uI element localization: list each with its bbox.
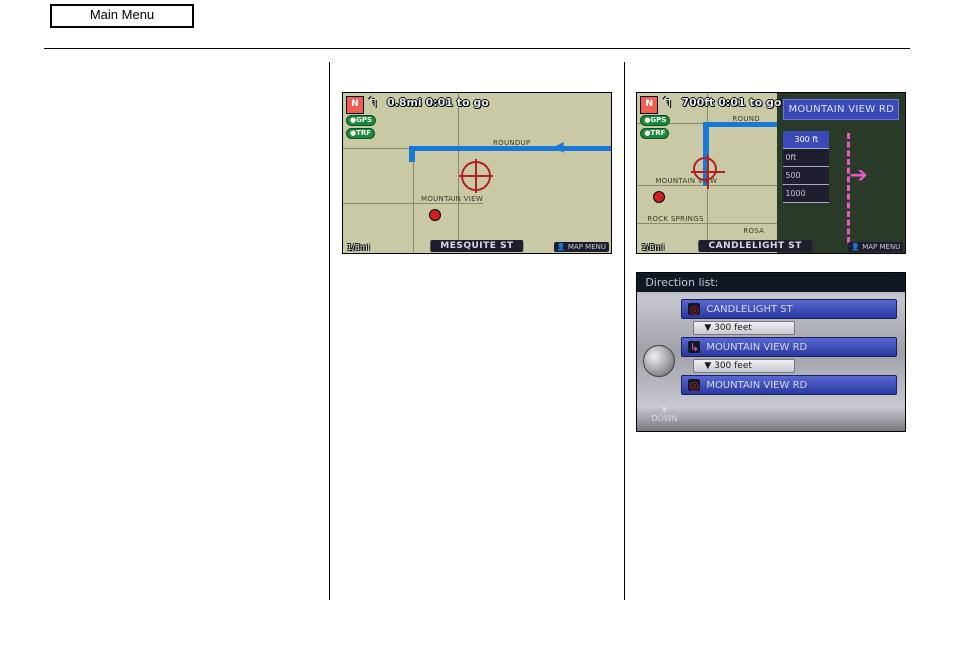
maneuver-arrow-icon: ↰ [661,95,677,111]
gps-badge: ●GPS [346,115,376,126]
column-2: ◀ ROUNDUP MOUNTAIN VIEW N ↰ 0.8mi 0:01 t… [338,62,615,600]
map-screenshot-left: ◀ ROUNDUP MOUNTAIN VIEW N ↰ 0.8mi 0:01 t… [342,92,612,254]
scale-badge: 1/8mi [343,242,374,253]
map-menu-label: MAP MENU [568,243,606,251]
trf-badge: ●TRF [640,128,669,139]
maneuver-arrow-icon: ↰ [367,95,383,111]
guidance-route-line [847,133,858,243]
guidance-next-street: MOUNTAIN VIEW RD [783,99,899,120]
map-label: ROUNDUP [493,139,531,147]
map-menu-label: MAP MENU [862,243,900,251]
guidance-panel: MOUNTAIN VIEW RD 300 ft 0ft 500 1000 ➔ [777,93,905,253]
direction-list: ◎ CANDLELIGHT ST ▼ 300 feet ↳ MOUNTAIN V… [681,299,897,395]
direction-list-item[interactable]: ◎ MOUNTAIN VIEW RD [681,375,897,395]
direction-label: MOUNTAIN VIEW RD [706,380,807,391]
guidance-turn-arrow-icon: ➔ [849,163,867,188]
route-arrow-icon: ◀ [553,139,564,155]
map-menu-button[interactable]: 👤 MAP MENU [554,242,609,252]
turn-right-icon: ↳ [688,341,700,353]
direction-distance: ▼ 300 feet [693,359,795,373]
scroll-knob[interactable] [643,345,675,377]
map-label: MOUNTAIN VIEW [421,195,483,203]
destination-icon [429,209,441,221]
direction-distance: ▼ 300 feet [693,321,795,335]
trf-badge: ●TRF [346,128,375,139]
column-1 [44,62,321,600]
guidance-scale-tick: 300 ft [783,131,829,149]
map-label: ROUND [732,115,760,123]
guidance-scale: 300 ft 0ft 500 1000 [783,131,829,203]
direction-list-panel: Direction list: ▼ DOWN ◎ CANDLELIGHT ST … [636,272,906,432]
header-divider [44,48,910,49]
destination-icon [653,191,665,203]
street-name-pill: CANDLELIGHT ST [699,240,812,252]
map-label: ROSA [743,227,764,235]
scroll-down-button[interactable]: ▼ DOWN [651,405,677,423]
column-divider [624,62,625,600]
direction-label: MOUNTAIN VIEW RD [706,342,807,353]
target-icon: ◎ [688,379,700,391]
gps-badge: ●GPS [640,115,670,126]
direction-list-item[interactable]: ◎ CANDLELIGHT ST [681,299,897,319]
direction-list-item[interactable]: ↳ MOUNTAIN VIEW RD [681,337,897,357]
compass-icon: N [346,96,364,114]
vehicle-cursor-icon [461,161,491,191]
distance-readout: 700ft 0:01 to go [681,96,781,109]
map-screenshot-right: ROUND MOUNTAIN VIEW ROCK SPRINGS ROSA MO… [636,92,906,254]
main-menu-button[interactable]: Main Menu [50,4,194,28]
distance-readout: 0.8mi 0:01 to go [387,96,489,109]
guidance-scale-tick: 500 [783,167,829,185]
map-menu-button[interactable]: 👤 MAP MENU [848,242,903,252]
scale-badge: 1/8mi [637,242,668,253]
street-name-pill: MESQUITE ST [430,240,523,252]
column-divider [329,62,330,600]
road-line [413,148,414,253]
target-icon: ◎ [688,303,700,315]
direction-label: CANDLELIGHT ST [706,304,792,315]
compass-icon: N [640,96,658,114]
column-3: ROUND MOUNTAIN VIEW ROCK SPRINGS ROSA MO… [633,62,910,600]
road-line [458,93,459,253]
route-segment [409,146,415,162]
map-label: ROCK SPRINGS [647,215,703,223]
direction-list-title: Direction list: [637,273,905,292]
guidance-scale-tick: 0ft [783,149,829,167]
guidance-scale-tick: 1000 [783,185,829,203]
